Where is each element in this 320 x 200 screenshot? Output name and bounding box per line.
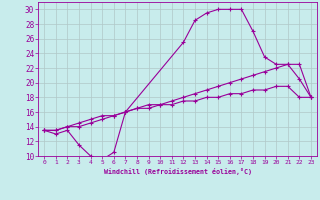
X-axis label: Windchill (Refroidissement éolien,°C): Windchill (Refroidissement éolien,°C)	[104, 168, 252, 175]
